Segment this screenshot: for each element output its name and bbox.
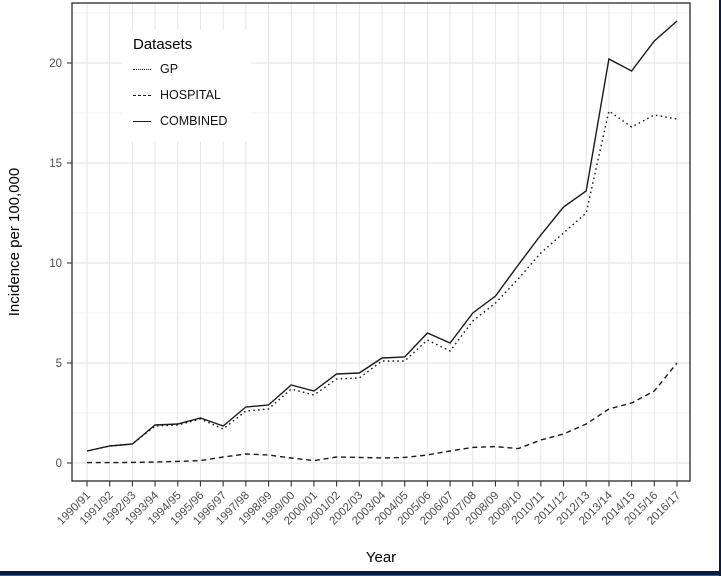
- legend-item-gp: GP: [133, 56, 251, 82]
- series-line-hospital: [87, 362, 678, 464]
- legend-label-gp: GP: [160, 62, 179, 76]
- y-tick-label: 0: [56, 458, 62, 470]
- panel-border: [71, 2, 691, 482]
- legend-item-combined: COMBINED: [133, 108, 251, 134]
- y-axis-title: Incidence per 100,000: [6, 167, 23, 317]
- legend-label-combined: COMBINED: [160, 114, 228, 128]
- series-line-combined: [86, 20, 678, 452]
- x-axis-title: Year: [365, 549, 397, 566]
- window-bottom-border: [0, 571, 721, 576]
- legend-key-gp-line: [133, 68, 151, 70]
- chart-legend: Datasets GP HOSPITAL COMBINED: [122, 30, 251, 142]
- y-tick-label: 20: [49, 58, 62, 70]
- legend-key-combined-line: [133, 120, 151, 122]
- legend-item-hospital: HOSPITAL: [133, 82, 251, 108]
- legend-title: Datasets: [133, 36, 193, 53]
- y-tick-label: 10: [49, 258, 62, 270]
- legend-label-hospital: HOSPITAL: [160, 88, 221, 102]
- window-right-border: [719, 0, 721, 576]
- y-tick-label: 5: [56, 358, 62, 370]
- y-tick-label: 15: [49, 158, 62, 170]
- legend-key-hospital-line: [133, 94, 151, 96]
